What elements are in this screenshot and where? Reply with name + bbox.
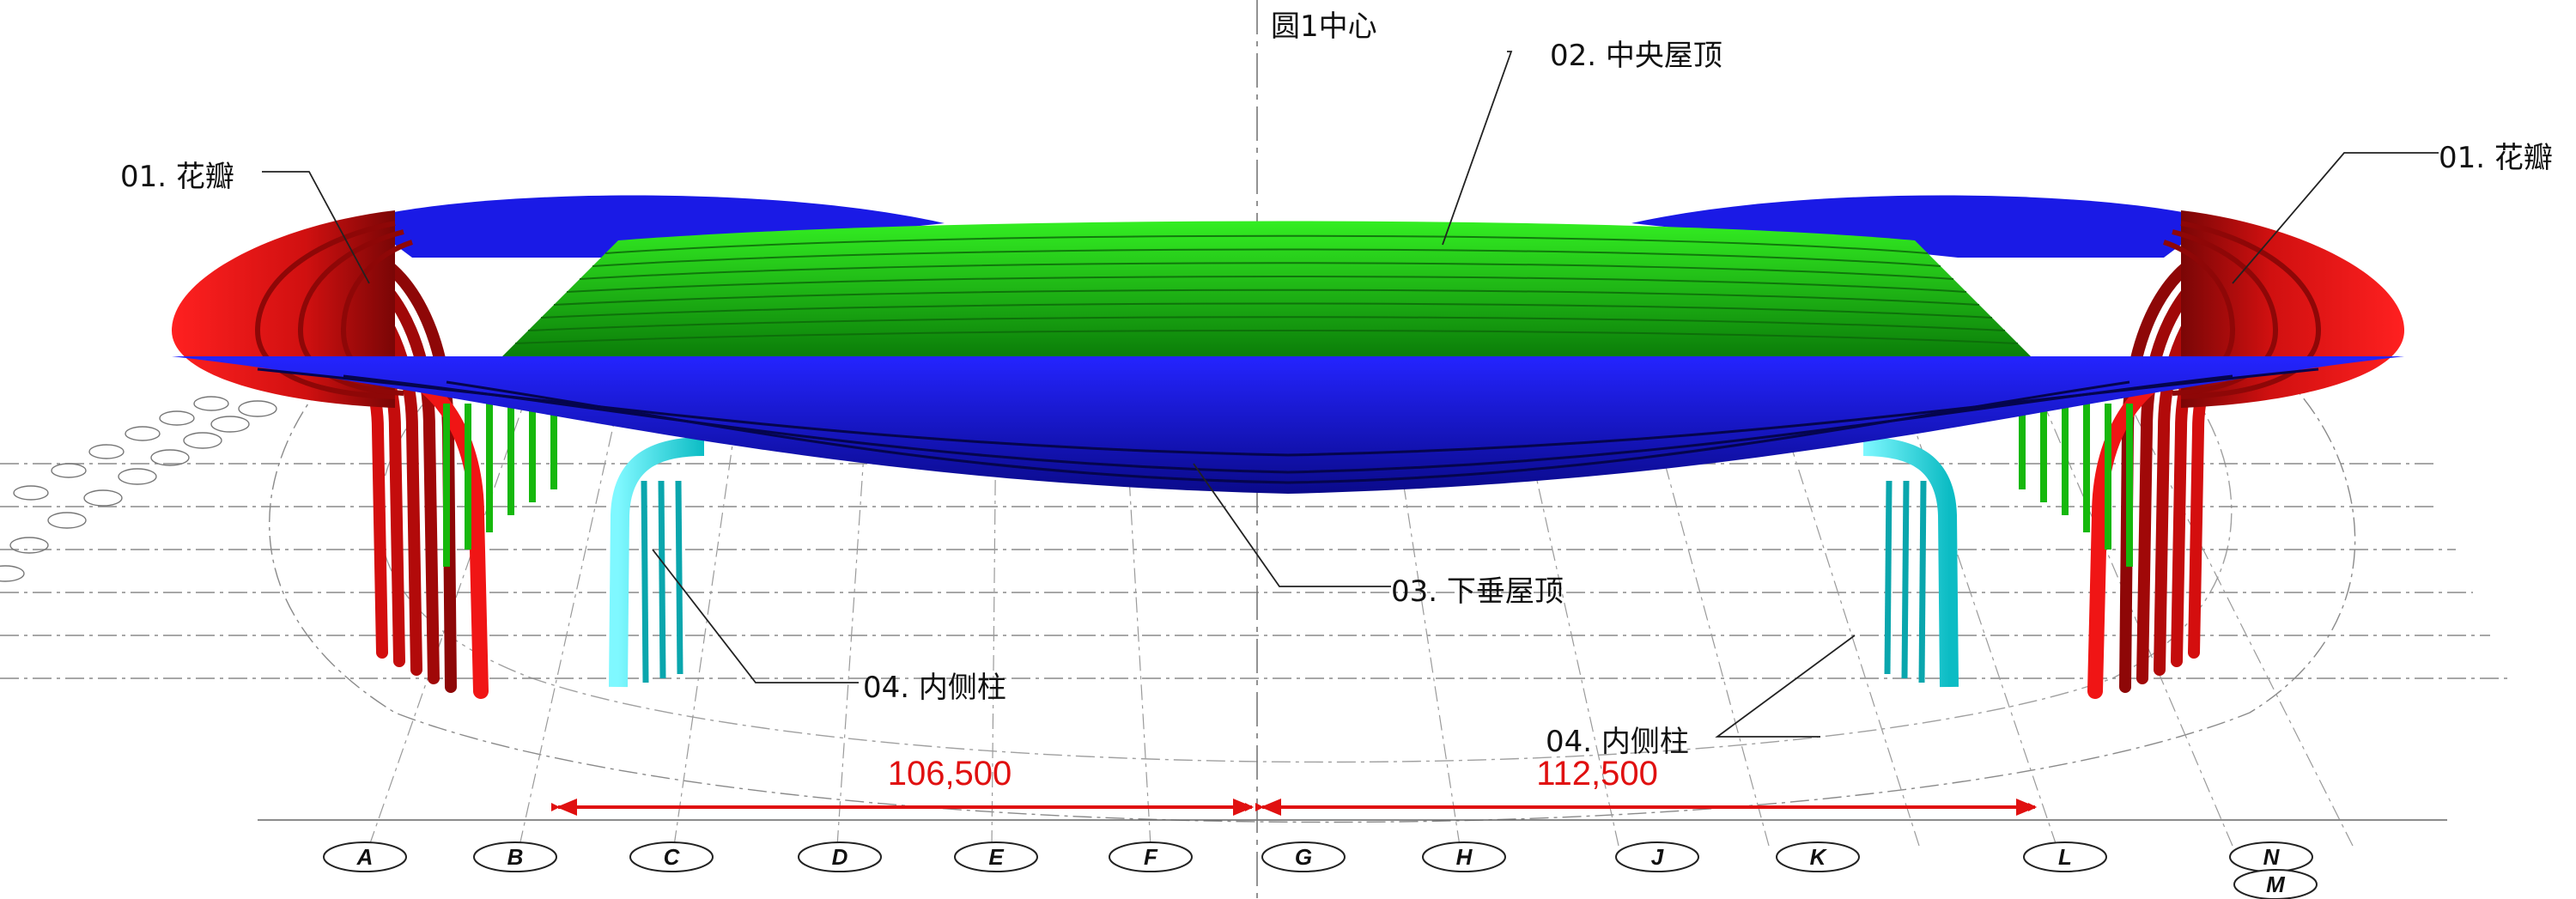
axis-bubble-label: M <box>2266 872 2286 897</box>
row-bubbles-left <box>0 396 277 582</box>
inner-columns-left <box>609 437 705 688</box>
axis-bubble-label: B <box>507 844 524 870</box>
dimension-right: 112,500 <box>1536 755 1658 793</box>
inner-columns-right <box>1862 437 1959 688</box>
axis-bubble-outline <box>1776 841 1860 872</box>
petal-label-left: 01. 花瓣 <box>120 160 234 194</box>
axis-bubble-H: H <box>1422 841 1506 872</box>
axis-bubble-E: E <box>954 841 1038 872</box>
axis-bubble-outline <box>798 841 882 872</box>
axis-bubble-label: K <box>1810 844 1828 870</box>
axis-bubble-D: D <box>798 841 882 872</box>
axis-bubble-outline <box>1109 841 1193 872</box>
grid-axis-bubbles: A B C D E F G H J K L NM <box>323 841 2318 899</box>
axis-bubble-label: F <box>1144 844 1158 870</box>
axis-bubble-K: K <box>1776 841 1860 872</box>
inner-column-label-left: 04. 内侧柱 <box>863 671 1006 705</box>
axis-bubble-outline <box>473 841 557 872</box>
axis-bubble-L: L <box>2023 841 2107 872</box>
center-label: 圆1中心 <box>1271 9 1377 44</box>
central-roof-label: 02. 中央屋顶 <box>1550 39 1722 73</box>
dimension-arrowheads <box>556 799 2037 816</box>
axis-bubble-label: J <box>1651 844 1664 870</box>
axis-bubble-label: L <box>2058 844 2072 870</box>
central-roof-columns-right <box>2019 404 2133 567</box>
axis-bubble-label: D <box>832 844 848 870</box>
axis-bubble-G: G <box>1261 841 1346 872</box>
leader-lines <box>262 51 2439 738</box>
axis-bubble-M: M <box>2233 869 2318 899</box>
petal-label-right: 01. 花瓣 <box>2439 141 2553 175</box>
axis-bubble-label: N <box>2263 844 2281 870</box>
inner-column-label-right: 04. 内侧柱 <box>1546 725 1689 759</box>
dimension-left: 106,500 <box>888 755 1012 793</box>
hanging-roof <box>172 356 2404 494</box>
hanging-roof-back <box>361 195 2215 258</box>
axis-bubble-N: N <box>2229 841 2313 872</box>
central-roof <box>498 221 2035 361</box>
axis-bubble-outline <box>1615 841 1699 872</box>
axis-bubble-outline <box>629 841 714 872</box>
hanging-roof-label: 03. 下垂屋顶 <box>1391 574 1564 609</box>
axis-bubble-label: H <box>1456 844 1473 870</box>
axis-bubble-outline <box>323 841 407 872</box>
axis-bubble-label: A <box>356 844 374 870</box>
axis-bubble-outline <box>2233 869 2318 899</box>
axis-bubble-label: C <box>664 844 681 870</box>
axis-bubble-A: A <box>323 841 407 872</box>
axis-bubble-J: J <box>1615 841 1699 872</box>
axis-bubble-outline <box>1261 841 1346 872</box>
axis-bubble-outline <box>1422 841 1506 872</box>
axis-bubble-label: E <box>988 844 1004 870</box>
axis-bubble-outline <box>2023 841 2107 872</box>
axis-bubble-F: F <box>1109 841 1193 872</box>
axis-bubble-label: G <box>1295 844 1312 870</box>
axis-bubble-outline <box>954 841 1038 872</box>
axis-bubble-B: B <box>473 841 557 872</box>
central-roof-columns-left <box>443 404 557 567</box>
axis-bubble-C: C <box>629 841 714 872</box>
